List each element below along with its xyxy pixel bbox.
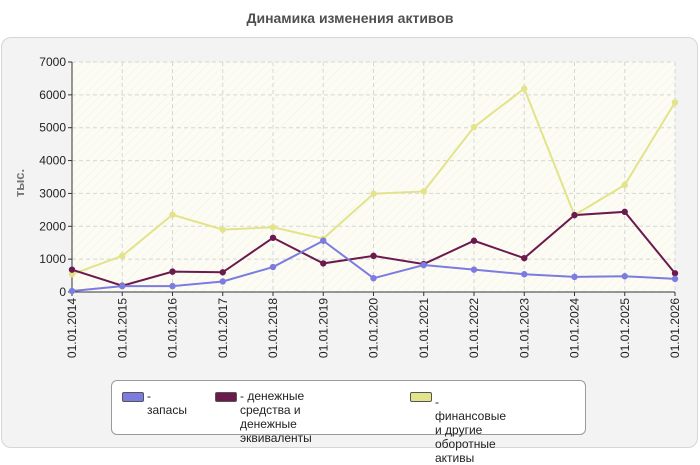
legend-label-zapasy: - запасы	[147, 389, 187, 417]
data-point-s2	[521, 85, 528, 92]
data-point-s1	[320, 260, 327, 267]
data-point-s0	[219, 278, 226, 285]
x-tick-label: 01.01.2014	[65, 298, 79, 358]
data-point-s1	[671, 270, 679, 277]
data-point-s0	[470, 266, 478, 273]
data-point-s1	[370, 252, 377, 260]
legend-label-cash: - денежные средства и денежные эквивален…	[240, 389, 312, 445]
data-point-s1	[470, 237, 478, 244]
y-tick-label: 3000	[39, 186, 66, 200]
x-tick-label: 01.01.2021	[417, 298, 431, 358]
x-tick-label: 01.01.2019	[316, 298, 330, 358]
x-tick-label: 01.01.2016	[166, 298, 180, 358]
data-point-s0	[68, 287, 76, 295]
data-point-s0	[169, 282, 176, 290]
chart-plot: 0 1000 2000 3000 4000 5000 6000 7000 01.01.2014 0…	[39, 55, 682, 358]
data-point-s2	[671, 99, 679, 106]
data-point-s0	[521, 271, 528, 278]
y-tick-label: 1000	[39, 252, 66, 266]
legend-swatch-financial	[410, 392, 432, 402]
data-point-s2	[169, 211, 176, 218]
data-point-s2	[68, 271, 76, 278]
y-tick-label: 0	[59, 285, 66, 299]
data-point-s1	[219, 269, 226, 276]
legend: - запасы - денежные средства и денежные …	[111, 380, 586, 465]
x-tick-label: 01.01.2015	[115, 298, 129, 358]
legend-swatch-cash	[215, 392, 237, 402]
x-tick-label: 01.01.2026	[668, 298, 682, 358]
y-tick-label: 4000	[39, 154, 66, 168]
chart-title: Динамика изменения активов	[246, 10, 454, 26]
data-point-s2	[420, 188, 427, 195]
data-point-s1	[621, 208, 628, 216]
data-point-s2	[119, 252, 126, 260]
x-tick-label: 01.01.2023	[517, 298, 531, 358]
data-point-s0	[320, 237, 327, 244]
x-tick-label: 01.01.2025	[618, 298, 632, 358]
y-tick-label: 7000	[39, 55, 66, 69]
data-point-s0	[119, 282, 126, 290]
data-point-s2	[470, 123, 478, 131]
legend-label-financial: - финансовые и другие оборотные активы	[435, 395, 506, 465]
x-tick-label: 01.01.2024	[568, 298, 582, 358]
y-tick-label: 2000	[39, 219, 66, 233]
data-point-s2	[370, 190, 377, 197]
y-axis-label: тыс.	[12, 168, 27, 198]
data-point-s0	[370, 275, 377, 282]
data-point-s2	[269, 224, 277, 231]
data-point-s1	[571, 211, 578, 219]
data-point-s0	[571, 273, 578, 281]
data-point-s2	[219, 226, 226, 233]
legend-swatch-zapasy	[122, 392, 144, 402]
x-tick-label: 01.01.2022	[467, 298, 481, 358]
y-tick-label: 5000	[39, 121, 66, 135]
data-point-s0	[420, 261, 427, 269]
data-point-s1	[68, 266, 76, 273]
data-point-s0	[269, 263, 277, 271]
data-point-s0	[621, 273, 628, 280]
data-point-s1	[169, 268, 176, 275]
y-tick-label: 6000	[39, 88, 66, 102]
data-point-s0	[671, 275, 679, 283]
data-point-s1	[269, 234, 277, 241]
data-point-s2	[621, 181, 628, 189]
data-point-s1	[521, 254, 528, 262]
x-tick-label: 01.01.2018	[266, 298, 280, 358]
x-tick-label: 01.01.2020	[367, 298, 381, 358]
x-tick-label: 01.01.2017	[216, 298, 230, 358]
